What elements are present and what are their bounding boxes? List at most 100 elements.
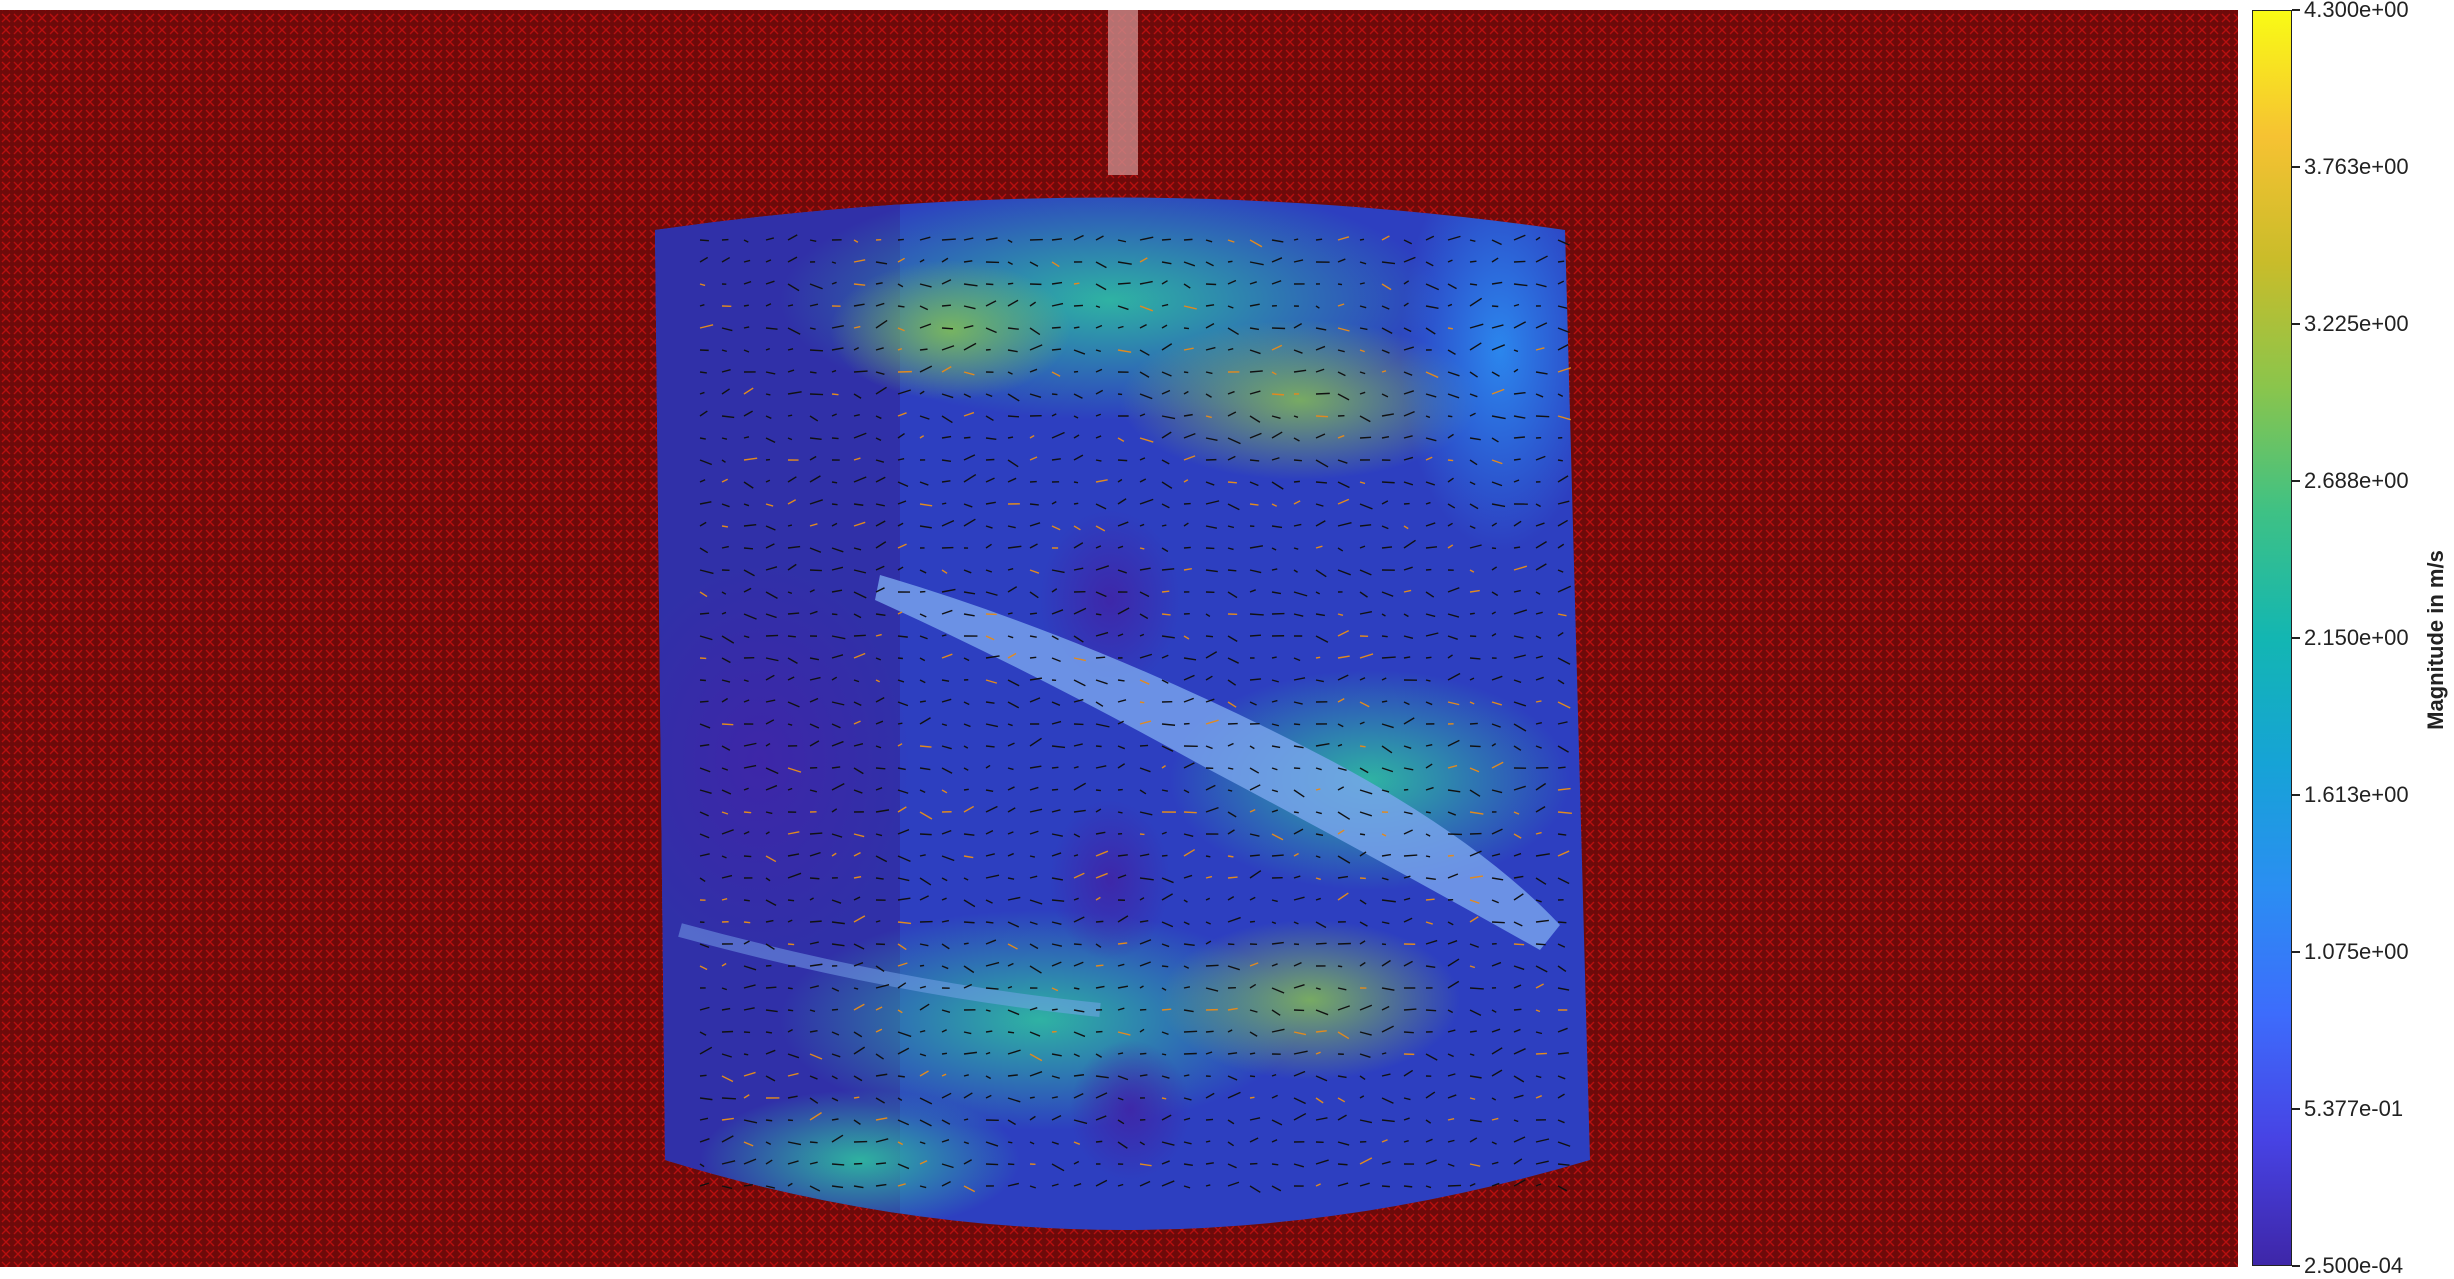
vector-arrow	[1535, 322, 1548, 329]
vector-arrow	[1557, 987, 1570, 991]
vector-arrow	[1117, 1075, 1129, 1081]
vector-arrow	[1007, 239, 1013, 243]
vector-arrow	[1403, 280, 1410, 285]
vector-arrow	[919, 679, 926, 684]
vector-arrow	[831, 347, 844, 351]
vector-arrow	[787, 987, 793, 990]
vector-arrow	[1139, 897, 1145, 901]
vector-arrow	[897, 943, 907, 951]
vector-arrow	[831, 987, 840, 992]
vector-arrow	[1051, 943, 1062, 947]
vector-arrow	[1073, 1074, 1085, 1077]
vector-arrow	[1557, 701, 1571, 709]
vector-arrow	[1007, 701, 1020, 709]
vector-arrow	[1271, 481, 1284, 490]
vector-arrow	[809, 1009, 816, 1013]
vector-arrow	[1403, 767, 1414, 771]
vector-arrow	[1183, 390, 1189, 395]
vector-arrow	[1227, 1075, 1238, 1081]
vector-arrow	[985, 805, 998, 813]
vector-arrow	[1491, 566, 1498, 571]
vector-arrow	[1161, 303, 1169, 307]
vector-arrow	[1557, 1093, 1565, 1099]
vector-arrow	[1315, 1009, 1329, 1016]
vector-arrow	[985, 1094, 992, 1099]
vector-arrow	[1183, 1030, 1198, 1033]
vector-arrow	[809, 1030, 818, 1033]
vector-arrow	[941, 345, 955, 351]
vector-arrow	[1205, 1162, 1214, 1165]
vector-arrow	[897, 543, 907, 549]
vector-arrow	[1161, 1075, 1170, 1079]
vector-arrow	[1271, 789, 1279, 793]
vector-arrow	[1161, 371, 1172, 377]
vector-arrow	[1491, 611, 1496, 615]
vector-arrow	[853, 325, 861, 329]
vector-arrow	[985, 327, 997, 334]
vector-arrow	[1029, 1071, 1043, 1077]
vector-arrow	[1227, 547, 1234, 551]
vector-arrow	[1051, 1115, 1062, 1121]
vector-arrow	[1469, 393, 1478, 398]
vector-arrow	[919, 348, 928, 351]
vector-arrow	[1271, 457, 1280, 461]
vector-arrow	[1447, 811, 1457, 816]
vector-arrow	[1491, 877, 1504, 881]
vector-arrow	[1535, 255, 1548, 263]
vector-arrow	[919, 1070, 929, 1077]
vector-arrow	[1381, 546, 1393, 549]
vector-arrow	[1513, 893, 1524, 901]
vector-arrow	[765, 742, 771, 747]
vector-arrow	[1469, 283, 1478, 286]
vector-arrow	[1535, 522, 1545, 527]
vector-arrow	[1007, 1119, 1016, 1126]
vector-arrow	[721, 415, 735, 419]
vector-arrow	[1249, 239, 1263, 248]
vector-arrow	[1227, 679, 1237, 686]
vector-arrow	[809, 1112, 822, 1121]
vector-arrow	[1073, 234, 1084, 241]
vector-arrow	[1293, 500, 1301, 505]
vector-arrow	[1403, 410, 1415, 417]
vector-arrow	[897, 1031, 912, 1038]
vector-arrow	[721, 525, 729, 528]
vector-arrow	[1491, 522, 1498, 527]
vector-arrow	[1425, 855, 1431, 858]
vector-arrow	[1359, 349, 1365, 353]
vector-arrow	[1293, 1050, 1308, 1055]
vector-arrow	[721, 987, 728, 991]
vector-arrow	[1271, 239, 1284, 243]
vector-arrow	[1359, 899, 1367, 905]
vector-arrow	[941, 1029, 947, 1033]
vector-arrow	[1293, 349, 1303, 354]
vector-arrow	[1227, 1091, 1241, 1099]
vector-arrow	[919, 985, 926, 989]
vector-arrow	[1183, 848, 1196, 857]
vector-arrow	[787, 283, 800, 292]
colorbar	[2252, 10, 2292, 1266]
vector-arrow	[1447, 958, 1460, 967]
vector-arrow	[1007, 393, 1020, 402]
vector-arrow	[1139, 985, 1144, 989]
vector-arrow	[1249, 327, 1260, 331]
vector-arrow	[1205, 261, 1214, 267]
vector-arrow	[1447, 1139, 1455, 1143]
vector-arrow	[809, 455, 817, 461]
colorbar-tick-label: 3.763e+00	[2304, 153, 2409, 179]
vector-arrow	[1535, 503, 1541, 508]
vector-arrow	[721, 459, 726, 463]
vector-arrow	[1029, 808, 1043, 813]
vector-arrow	[1117, 459, 1128, 462]
vector-arrow	[1337, 1031, 1350, 1040]
vector-arrow	[1095, 656, 1106, 659]
vector-arrow	[1095, 525, 1106, 532]
vector-arrow	[1029, 261, 1039, 267]
vector-arrow	[1051, 1008, 1058, 1011]
vector-arrow	[941, 257, 949, 263]
vector-arrow	[743, 1183, 753, 1187]
vector-arrow	[787, 1095, 798, 1099]
vector-arrow	[1205, 1184, 1211, 1187]
vector-arrow	[1315, 1030, 1327, 1033]
vector-arrow	[721, 1160, 736, 1165]
vector-arrow	[985, 921, 994, 924]
